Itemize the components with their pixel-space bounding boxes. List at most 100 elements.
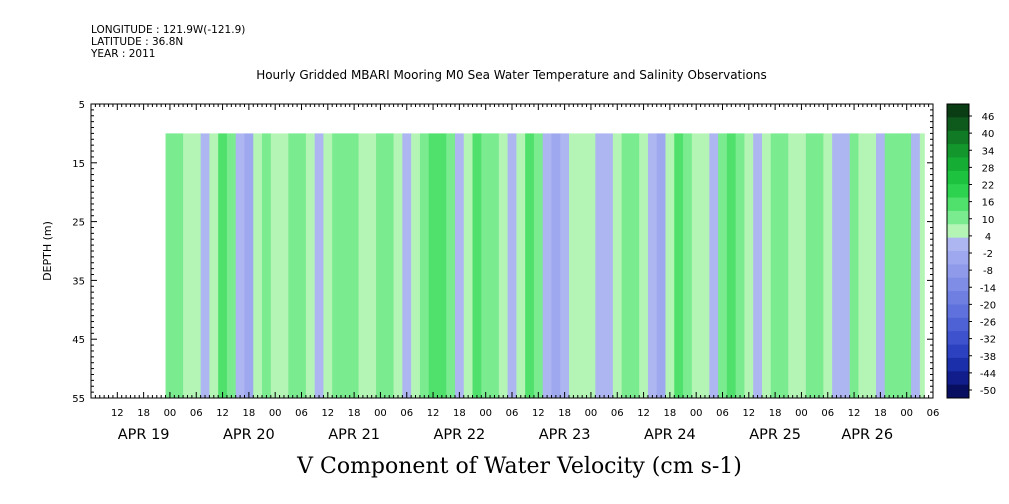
colorbar-label: -8 — [983, 266, 993, 277]
heatmap-column — [577, 133, 588, 398]
colorbar-label: 34 — [982, 146, 995, 157]
x-day-label: APR 21 — [328, 427, 380, 443]
heatmap-column — [911, 133, 921, 398]
x-hour-label: 00 — [269, 408, 282, 419]
x-hour-label: 06 — [506, 408, 519, 419]
colorbar-swatch — [947, 304, 969, 319]
colorbar-swatch — [947, 157, 969, 172]
colorbar-label: -2 — [983, 249, 993, 260]
colorbar-swatch — [947, 170, 969, 185]
colorbar-label: -44 — [980, 369, 996, 380]
heatmap-column — [726, 133, 737, 398]
heatmap-column — [262, 133, 272, 398]
x-hour-label: 06 — [400, 408, 413, 419]
x-hour-label: 06 — [190, 408, 203, 419]
heatmap-column — [481, 133, 491, 398]
heatmap-column — [902, 133, 912, 398]
x-day-label: APR 22 — [433, 427, 485, 443]
colorbar-swatch — [947, 357, 969, 372]
heatmap-column — [630, 133, 640, 398]
heatmap-column — [393, 133, 403, 398]
x-hour-label: 00 — [690, 408, 703, 419]
x-axis-title: V Component of Water Velocity (cm s-1) — [297, 454, 742, 479]
y-tick-label: 5 — [79, 100, 85, 111]
colorbar-label: 16 — [982, 198, 995, 209]
heatmap-column — [683, 133, 693, 398]
colorbar-swatch — [947, 371, 969, 386]
x-tick-labels: 12 18 00 06 12 18 00 06 12 18 00 06 12 18 00 06 12 18 00 06… — [111, 408, 939, 419]
heatmap-column — [533, 133, 544, 398]
colorbar-label: -50 — [980, 386, 996, 397]
heatmap-column — [639, 133, 649, 398]
heatmap-column — [419, 133, 430, 398]
x-hour-label: 00 — [479, 408, 492, 419]
colorbar-swatch — [947, 184, 969, 198]
heatmap-column — [674, 133, 684, 398]
x-hour-label: 00 — [585, 408, 598, 419]
x-hour-label: 18 — [453, 408, 466, 419]
colorbar-swatch — [947, 130, 969, 145]
x-hour-label: 18 — [348, 408, 361, 419]
heatmap-column — [604, 133, 614, 398]
colorbar-swatch — [947, 277, 969, 292]
x-hour-label: 12 — [427, 408, 440, 419]
heatmap-column — [621, 133, 632, 398]
longitude-label: LONGITUDE : 121.9W(-121.9) — [91, 24, 246, 36]
heatmap-column — [279, 133, 289, 398]
heatmap-column — [884, 133, 895, 398]
heatmap-column — [218, 133, 228, 398]
heatmap-column — [463, 133, 474, 398]
heatmap-column — [849, 133, 860, 398]
heatmap-column — [253, 133, 263, 398]
heatmap-column — [174, 133, 184, 398]
colorbar: 46 40 34 28 22 16 10 4 -2 -8 -14 -20 -26 -32 -38 -44 -50 — [946, 103, 996, 399]
x-hour-label: 18 — [137, 408, 150, 419]
x-day-label: APR 20 — [223, 427, 275, 443]
heatmap-column — [349, 133, 360, 398]
colorbar-label: 28 — [982, 163, 995, 174]
heatmap-column — [779, 133, 789, 398]
colorbar-label: -20 — [980, 300, 996, 311]
heatmap-column — [814, 133, 824, 398]
x-hour-label: 12 — [321, 408, 334, 419]
heatmap-column — [586, 133, 596, 398]
x-hour-label: 12 — [111, 408, 124, 419]
x-hour-label: 00 — [795, 408, 808, 419]
colorbar-swatch — [947, 104, 969, 118]
heatmap-column — [691, 133, 702, 398]
heatmap-column — [858, 133, 868, 398]
heatmap-column — [305, 133, 316, 398]
heatmap-column — [270, 133, 281, 398]
x-hour-label: 18 — [243, 408, 256, 419]
latitude-label: LATITUDE : 36.8N — [91, 36, 184, 48]
x-hour-label: 18 — [664, 408, 677, 419]
y-tick-label: 25 — [72, 218, 85, 229]
x-day-label: APR 19 — [118, 427, 170, 443]
x-hour-label: 00 — [900, 408, 913, 419]
y-tick-label: 55 — [72, 394, 85, 405]
x-hour-label: 06 — [611, 408, 624, 419]
heatmap-column — [384, 133, 395, 398]
y-axis-title: DEPTH (m) — [41, 221, 54, 281]
heatmap-column — [209, 133, 219, 398]
colorbar-swatch — [947, 210, 969, 225]
colorbar-swatch — [947, 197, 969, 212]
y-tick-label: 45 — [72, 335, 85, 346]
heatmap-column — [525, 133, 535, 398]
heatmap-column — [569, 133, 579, 398]
heatmap-column — [165, 133, 175, 398]
colorbar-swatch — [947, 224, 969, 239]
heatmap-column — [551, 133, 561, 398]
heatmap-column — [428, 133, 439, 398]
heatmap-column — [840, 133, 851, 398]
heatmap-column — [805, 133, 816, 398]
heatmap-column — [788, 133, 798, 398]
heatmap-column — [709, 133, 719, 398]
heatmap-column — [832, 133, 842, 398]
y-tick-labels: 5 15 25 35 45 55 — [72, 100, 85, 405]
heatmap-column — [340, 133, 351, 398]
heatmap-column — [647, 133, 658, 398]
x-hour-label: 18 — [874, 408, 887, 419]
heatmap-column — [867, 133, 877, 398]
